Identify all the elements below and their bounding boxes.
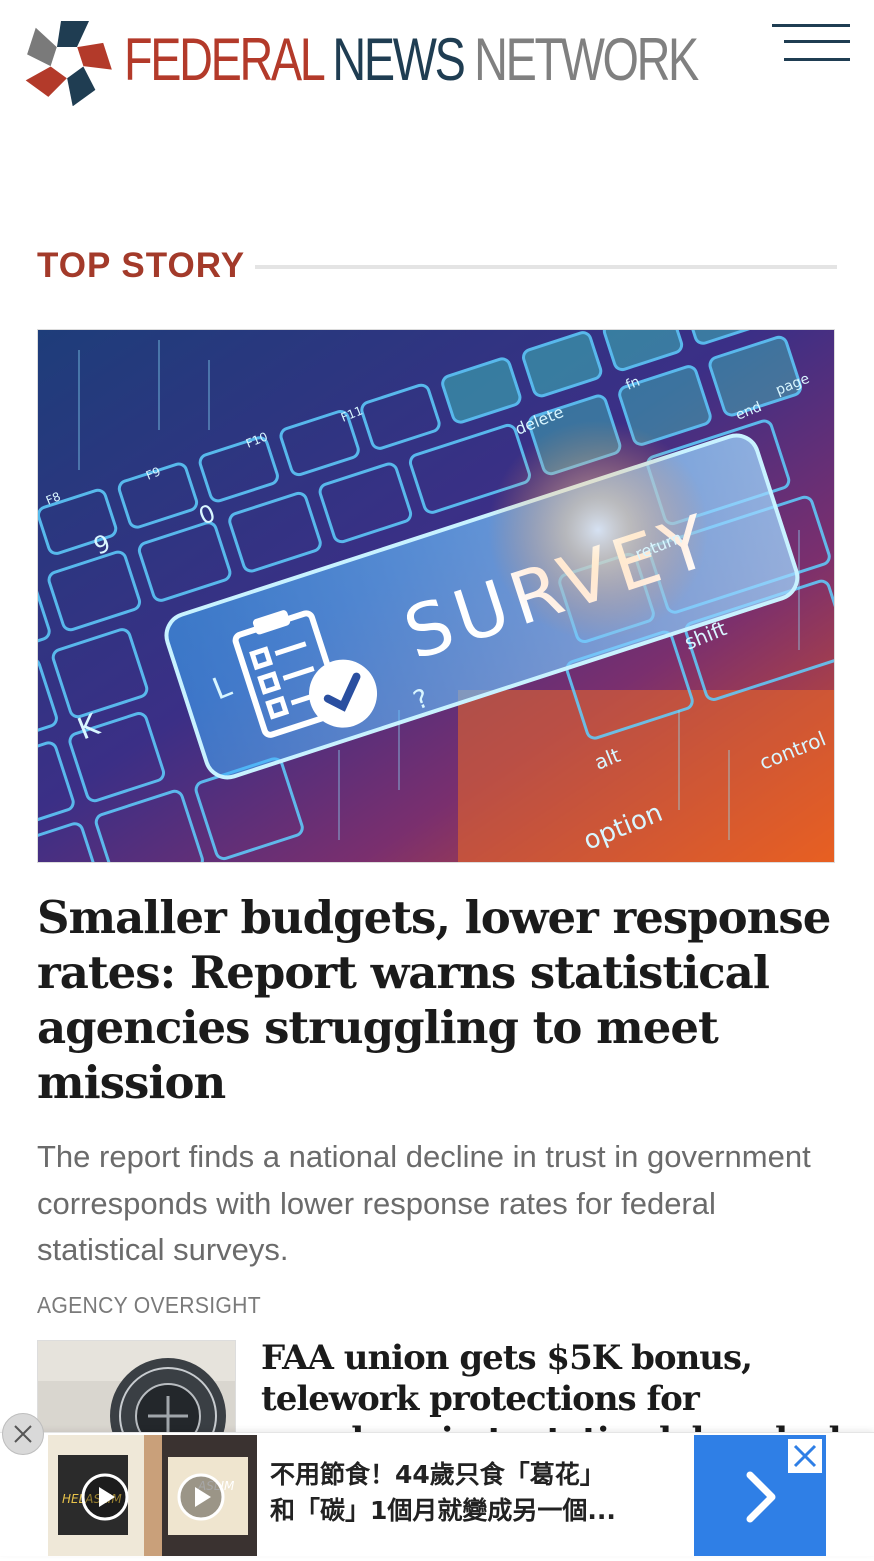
logo-word-news: NEWS bbox=[332, 26, 465, 93]
section-title: TOP STORY bbox=[37, 246, 246, 285]
top-story-headline[interactable]: Smaller budgets, lower response rates: R… bbox=[37, 891, 831, 1109]
site-logo-wordmark[interactable]: FEDERAL NEWS NETWORK bbox=[124, 22, 699, 98]
ad-image[interactable]: HELASLIM ASLIM bbox=[48, 1435, 257, 1556]
svg-text:fn: fn bbox=[624, 374, 643, 394]
menu-line bbox=[784, 58, 850, 61]
ad-dismiss-button[interactable] bbox=[786, 1437, 824, 1475]
logo-word-federal: FEDERAL bbox=[124, 26, 324, 93]
ad-line-1: 不用節食！44歲只食「葛花」 bbox=[270, 1460, 605, 1489]
section-divider bbox=[255, 265, 837, 269]
menu-line bbox=[784, 40, 850, 43]
play-icon bbox=[177, 1473, 225, 1521]
section-header: TOP STORY bbox=[37, 244, 837, 288]
play-icon bbox=[81, 1473, 129, 1521]
logo-word-network: NETWORK bbox=[474, 26, 699, 93]
top-story-image[interactable]: SURVEY control option alt shift return d… bbox=[37, 329, 835, 863]
ad-close-button[interactable] bbox=[2, 1413, 44, 1455]
top-story-summary: The report finds a national decline in t… bbox=[37, 1139, 811, 1267]
hamburger-menu-icon[interactable] bbox=[770, 22, 852, 66]
ad-line-2: 和「碳」1個月就變成另一個... bbox=[270, 1496, 616, 1525]
close-icon bbox=[793, 1444, 817, 1468]
menu-line bbox=[772, 24, 850, 27]
top-story-category[interactable]: AGENCY OVERSIGHT bbox=[37, 1292, 261, 1318]
svg-text:F9: F9 bbox=[144, 464, 163, 482]
ad-banner: HELASLIM ASLIM 不用節食！44歲只食「葛花」 和「碳」1個月就變成… bbox=[0, 1432, 874, 1556]
chevron-right-icon bbox=[746, 1471, 776, 1523]
close-icon bbox=[14, 1425, 32, 1443]
svg-text:ASLIM: ASLIM bbox=[197, 1479, 235, 1493]
site-header: FEDERAL NEWS NETWORK bbox=[0, 0, 874, 120]
svg-text:F8: F8 bbox=[44, 489, 63, 507]
star-swirl-logo-icon[interactable] bbox=[22, 16, 112, 107]
ad-headline[interactable]: 不用節食！44歲只食「葛花」 和「碳」1個月就變成另一個... bbox=[270, 1457, 690, 1529]
